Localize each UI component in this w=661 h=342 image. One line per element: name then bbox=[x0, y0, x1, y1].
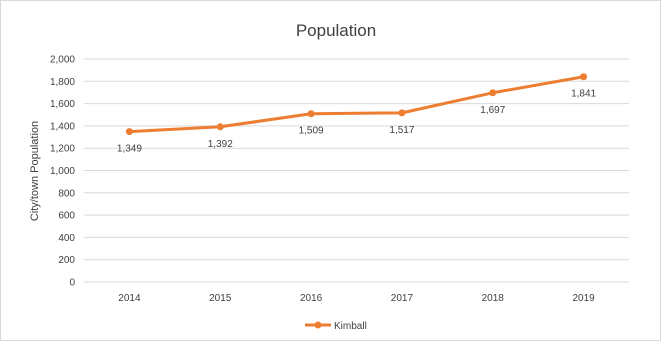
x-tick-label: 2019 bbox=[572, 293, 595, 304]
data-point-marker bbox=[308, 110, 315, 117]
data-label: 1,841 bbox=[571, 89, 596, 100]
x-tick-labels: 2014 2015 2016 2017 2018 2019 bbox=[118, 293, 595, 304]
x-tick-label: 2017 bbox=[391, 293, 414, 304]
y-tick-labels: 0 200 400 600 800 1,000 1,200 1,400 1,600 1,800 2,… bbox=[50, 55, 75, 289]
y-tick-label: 1,200 bbox=[50, 144, 75, 155]
data-label: 1,392 bbox=[208, 139, 233, 150]
x-tick-label: 2016 bbox=[300, 293, 323, 304]
data-label: 1,509 bbox=[299, 126, 324, 137]
y-tick-label: 0 bbox=[69, 278, 75, 289]
y-axis-label: City/town Population bbox=[29, 121, 41, 221]
y-tick-label: 1,600 bbox=[50, 99, 75, 110]
y-tick-label: 600 bbox=[58, 211, 75, 222]
data-point-marker bbox=[580, 73, 587, 80]
grid-lines bbox=[84, 59, 629, 282]
series-line bbox=[129, 77, 583, 132]
x-tick-label: 2015 bbox=[209, 293, 232, 304]
y-tick-label: 2,000 bbox=[50, 55, 75, 66]
data-label: 1,349 bbox=[117, 144, 142, 155]
data-labels: 1,349 1,392 1,509 1,517 1,697 1,841 bbox=[117, 89, 597, 155]
data-point-marker bbox=[217, 123, 224, 130]
y-tick-label: 1,000 bbox=[50, 166, 75, 177]
data-point-marker bbox=[126, 128, 133, 135]
x-tick-label: 2018 bbox=[482, 293, 505, 304]
legend-marker-icon bbox=[315, 322, 322, 329]
chart-title: Population bbox=[296, 21, 376, 40]
y-tick-label: 200 bbox=[58, 255, 75, 266]
legend-label: Kimball bbox=[334, 321, 367, 332]
x-tick-label: 2014 bbox=[118, 293, 141, 304]
data-label: 1,517 bbox=[389, 125, 414, 136]
y-tick-label: 1,800 bbox=[50, 77, 75, 88]
y-tick-label: 400 bbox=[58, 233, 75, 244]
legend: Kimball bbox=[305, 321, 367, 332]
data-point-marker bbox=[489, 89, 496, 96]
data-point-marker bbox=[398, 109, 405, 116]
series-lines bbox=[129, 77, 583, 132]
data-label: 1,697 bbox=[480, 105, 505, 116]
y-tick-label: 800 bbox=[58, 188, 75, 199]
y-tick-label: 1,400 bbox=[50, 121, 75, 132]
